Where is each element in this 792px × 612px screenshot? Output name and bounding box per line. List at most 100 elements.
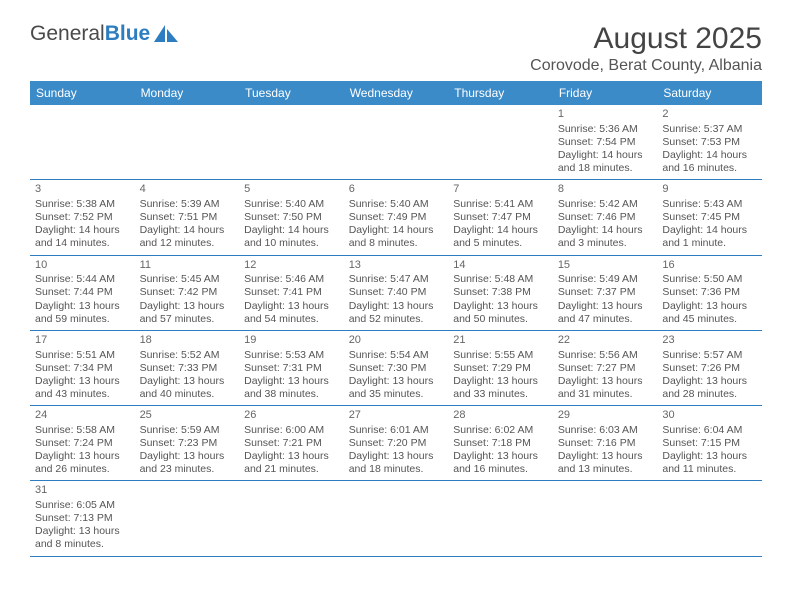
daylight-text: Daylight: 14 hours and 5 minutes. [453,224,548,250]
day-number: 24 [35,409,130,423]
calendar-cell: 24Sunrise: 5:58 AMSunset: 7:24 PMDayligh… [30,406,135,481]
daylight-text: Daylight: 13 hours and 31 minutes. [558,375,653,401]
calendar-cell: 18Sunrise: 5:52 AMSunset: 7:33 PMDayligh… [135,330,240,405]
day-number: 6 [349,183,444,197]
sunset-text: Sunset: 7:40 PM [349,286,444,299]
day-number: 18 [140,334,235,348]
sunrise-text: Sunrise: 5:43 AM [662,198,757,211]
daylight-text: Daylight: 13 hours and 13 minutes. [558,450,653,476]
sunrise-text: Sunrise: 5:54 AM [349,349,444,362]
sunrise-text: Sunrise: 5:50 AM [662,273,757,286]
daylight-text: Daylight: 13 hours and 28 minutes. [662,375,757,401]
sunset-text: Sunset: 7:46 PM [558,211,653,224]
sunset-text: Sunset: 7:30 PM [349,362,444,375]
calendar-cell: 25Sunrise: 5:59 AMSunset: 7:23 PMDayligh… [135,406,240,481]
day-number: 25 [140,409,235,423]
calendar-cell [239,105,344,180]
sunrise-text: Sunrise: 5:40 AM [349,198,444,211]
daylight-text: Daylight: 14 hours and 18 minutes. [558,149,653,175]
daylight-text: Daylight: 13 hours and 18 minutes. [349,450,444,476]
calendar-row: 24Sunrise: 5:58 AMSunset: 7:24 PMDayligh… [30,406,762,481]
daylight-text: Daylight: 13 hours and 45 minutes. [662,300,757,326]
day-number: 30 [662,409,757,423]
daylight-text: Daylight: 13 hours and 40 minutes. [140,375,235,401]
day-number: 21 [453,334,548,348]
calendar-cell: 8Sunrise: 5:42 AMSunset: 7:46 PMDaylight… [553,180,658,255]
sunrise-text: Sunrise: 5:36 AM [558,123,653,136]
sunrise-text: Sunrise: 5:37 AM [662,123,757,136]
calendar-cell: 3Sunrise: 5:38 AMSunset: 7:52 PMDaylight… [30,180,135,255]
sunrise-text: Sunrise: 6:04 AM [662,424,757,437]
day-number: 10 [35,259,130,273]
sunset-text: Sunset: 7:23 PM [140,437,235,450]
calendar-cell: 27Sunrise: 6:01 AMSunset: 7:20 PMDayligh… [344,406,449,481]
calendar-cell: 13Sunrise: 5:47 AMSunset: 7:40 PMDayligh… [344,255,449,330]
calendar-cell [448,105,553,180]
calendar-cell: 20Sunrise: 5:54 AMSunset: 7:30 PMDayligh… [344,330,449,405]
day-number: 19 [244,334,339,348]
day-number: 8 [558,183,653,197]
calendar-cell: 12Sunrise: 5:46 AMSunset: 7:41 PMDayligh… [239,255,344,330]
sunset-text: Sunset: 7:29 PM [453,362,548,375]
sunset-text: Sunset: 7:27 PM [558,362,653,375]
calendar-cell: 21Sunrise: 5:55 AMSunset: 7:29 PMDayligh… [448,330,553,405]
sunrise-text: Sunrise: 5:57 AM [662,349,757,362]
daylight-text: Daylight: 13 hours and 33 minutes. [453,375,548,401]
calendar-cell: 28Sunrise: 6:02 AMSunset: 7:18 PMDayligh… [448,406,553,481]
day-header: Tuesday [239,81,344,105]
day-number: 31 [35,484,130,498]
location: Corovode, Berat County, Albania [530,57,762,75]
calendar-cell [135,105,240,180]
day-header: Friday [553,81,658,105]
sunrise-text: Sunrise: 5:38 AM [35,198,130,211]
title-block: August 2025 Corovode, Berat County, Alba… [530,22,762,75]
calendar-row: 17Sunrise: 5:51 AMSunset: 7:34 PMDayligh… [30,330,762,405]
sunset-text: Sunset: 7:24 PM [35,437,130,450]
calendar-table: Sunday Monday Tuesday Wednesday Thursday… [30,81,762,557]
sunset-text: Sunset: 7:20 PM [349,437,444,450]
sunrise-text: Sunrise: 5:58 AM [35,424,130,437]
sunset-text: Sunset: 7:37 PM [558,286,653,299]
calendar-cell: 14Sunrise: 5:48 AMSunset: 7:38 PMDayligh… [448,255,553,330]
sunrise-text: Sunrise: 5:47 AM [349,273,444,286]
calendar-cell: 1Sunrise: 5:36 AMSunset: 7:54 PMDaylight… [553,105,658,180]
calendar-cell [448,481,553,556]
daylight-text: Daylight: 13 hours and 23 minutes. [140,450,235,476]
sunset-text: Sunset: 7:54 PM [558,136,653,149]
daylight-text: Daylight: 13 hours and 38 minutes. [244,375,339,401]
daylight-text: Daylight: 13 hours and 43 minutes. [35,375,130,401]
sunrise-text: Sunrise: 5:40 AM [244,198,339,211]
sunrise-text: Sunrise: 5:59 AM [140,424,235,437]
daylight-text: Daylight: 13 hours and 35 minutes. [349,375,444,401]
day-number: 5 [244,183,339,197]
day-number: 23 [662,334,757,348]
sunset-text: Sunset: 7:36 PM [662,286,757,299]
calendar-body: 1Sunrise: 5:36 AMSunset: 7:54 PMDaylight… [30,105,762,556]
calendar-row: 1Sunrise: 5:36 AMSunset: 7:54 PMDaylight… [30,105,762,180]
day-number: 11 [140,259,235,273]
calendar-cell [344,481,449,556]
daylight-text: Daylight: 13 hours and 26 minutes. [35,450,130,476]
day-number: 2 [662,108,757,122]
sunset-text: Sunset: 7:16 PM [558,437,653,450]
calendar-cell: 6Sunrise: 5:40 AMSunset: 7:49 PMDaylight… [344,180,449,255]
day-header: Saturday [657,81,762,105]
sunset-text: Sunset: 7:49 PM [349,211,444,224]
sunset-text: Sunset: 7:44 PM [35,286,130,299]
day-header-row: Sunday Monday Tuesday Wednesday Thursday… [30,81,762,105]
calendar-row: 31Sunrise: 6:05 AMSunset: 7:13 PMDayligh… [30,481,762,556]
day-header: Thursday [448,81,553,105]
daylight-text: Daylight: 13 hours and 16 minutes. [453,450,548,476]
header: GeneralBlue August 2025 Corovode, Berat … [30,22,762,75]
sunset-text: Sunset: 7:34 PM [35,362,130,375]
daylight-text: Daylight: 13 hours and 50 minutes. [453,300,548,326]
day-header: Monday [135,81,240,105]
daylight-text: Daylight: 14 hours and 12 minutes. [140,224,235,250]
calendar-cell: 17Sunrise: 5:51 AMSunset: 7:34 PMDayligh… [30,330,135,405]
day-number: 28 [453,409,548,423]
daylight-text: Daylight: 13 hours and 59 minutes. [35,300,130,326]
daylight-text: Daylight: 13 hours and 52 minutes. [349,300,444,326]
day-header: Wednesday [344,81,449,105]
calendar-row: 10Sunrise: 5:44 AMSunset: 7:44 PMDayligh… [30,255,762,330]
daylight-text: Daylight: 14 hours and 14 minutes. [35,224,130,250]
